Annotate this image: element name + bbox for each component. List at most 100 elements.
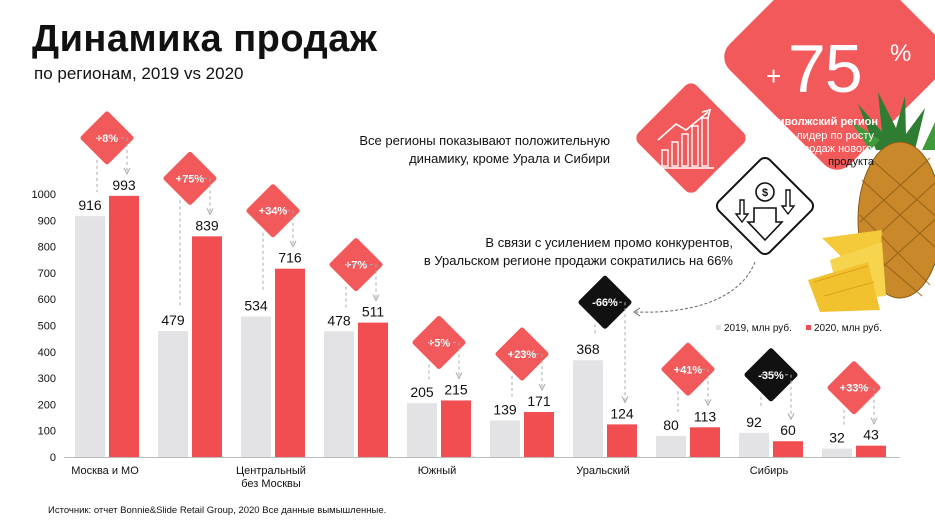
data-label-2020: 124 xyxy=(610,405,634,421)
change-badge xyxy=(80,111,134,165)
change-badge xyxy=(495,327,549,381)
y-tick-label: 500 xyxy=(38,321,56,333)
y-tick-label: 800 xyxy=(38,242,56,254)
badge-arrow-head xyxy=(123,167,131,175)
change-badge xyxy=(412,315,466,369)
badge-arrow-head xyxy=(372,294,380,302)
y-tick-label: 600 xyxy=(38,294,56,306)
change-badge-label: -66% xyxy=(592,297,618,309)
badge-connector xyxy=(595,301,626,401)
badge-arrow-head xyxy=(704,399,712,407)
legend-label-2020: 2020, млн руб. xyxy=(814,322,882,334)
data-label-2020: 839 xyxy=(195,217,219,233)
money-decline-icon: $ xyxy=(715,156,815,256)
y-tick-label: 400 xyxy=(38,347,56,359)
highlight-caption-3: продукта xyxy=(828,156,874,168)
change-badge-label: +7% xyxy=(345,260,368,272)
y-tick-label: 700 xyxy=(38,268,56,280)
highlight-caption-2: продаж нового xyxy=(797,143,872,155)
badge-connector xyxy=(180,177,211,213)
change-badge-label: +8% xyxy=(96,133,119,145)
source-note: Источник: отчет Bonnie&Slide Retail Grou… xyxy=(48,505,387,516)
bar-2020 xyxy=(275,268,305,457)
page-title: Динамика продаж xyxy=(32,18,378,60)
y-tick-label: 900 xyxy=(38,215,56,227)
highlight-percent: % xyxy=(890,40,912,67)
growth-chart-icon xyxy=(636,83,746,193)
data-label-2019: 534 xyxy=(244,298,268,314)
change-badge-label: +33% xyxy=(840,383,869,395)
badge-arrow-head xyxy=(787,412,795,421)
bar-2020 xyxy=(607,424,637,457)
growth-note-line-1: Все регионы показывают положительную xyxy=(359,133,610,148)
data-label-2020: 113 xyxy=(694,408,717,424)
data-label-2019: 205 xyxy=(410,384,434,400)
ural-note: В связи с усилением промо конкурентов, в… xyxy=(424,234,733,270)
change-badge-label: +75% xyxy=(176,173,205,185)
y-tick-label: 1000 xyxy=(32,189,56,201)
change-badge xyxy=(827,361,881,415)
badge-connector xyxy=(263,210,294,245)
highlight-sign: + xyxy=(766,61,782,91)
y-tick-label: 0 xyxy=(50,452,56,464)
badge-arrow-head xyxy=(621,396,629,404)
highlight-value: 75 xyxy=(788,31,863,107)
bar-2019 xyxy=(324,331,354,457)
data-label-2020: 43 xyxy=(863,427,879,443)
legend-swatch-2019 xyxy=(716,325,721,330)
badge-arrow-head xyxy=(538,383,546,392)
bar-2020 xyxy=(358,322,388,457)
badge-arrow-head xyxy=(870,417,878,425)
data-label-2019: 916 xyxy=(78,197,102,213)
legend-swatch-2020 xyxy=(806,325,811,330)
data-label-2019: 92 xyxy=(746,414,762,430)
y-tick-label: 100 xyxy=(38,426,56,438)
data-label-2019: 32 xyxy=(829,430,845,446)
highlight-text: + 75 % Приволжский регион – лидер по рос… xyxy=(740,28,920,178)
badge-connector xyxy=(761,374,792,418)
change-badge-label: +23% xyxy=(508,349,537,361)
badge-connector xyxy=(346,264,377,299)
data-label-2020: 993 xyxy=(112,177,136,193)
bar-2020 xyxy=(109,195,139,457)
bar-2020 xyxy=(192,236,222,457)
data-label-2019: 368 xyxy=(576,341,600,357)
bar-2019 xyxy=(75,216,105,457)
data-label-2020: 215 xyxy=(444,381,468,397)
data-label-2019: 479 xyxy=(161,312,185,328)
arrow-head xyxy=(633,307,641,317)
bar-2019 xyxy=(573,360,603,457)
page-subtitle: по регионам, 2019 vs 2020 xyxy=(34,64,244,83)
bar-2019 xyxy=(822,448,852,457)
badge-arrow-head xyxy=(206,208,214,216)
bar-2019 xyxy=(407,403,437,457)
y-tick-label: 300 xyxy=(38,373,56,385)
x-tick-label: Южный xyxy=(418,465,457,477)
highlight-caption-1: – лидер по росту xyxy=(787,130,874,142)
badge-connector xyxy=(512,353,543,389)
badge-arrow-head xyxy=(289,240,297,248)
change-badge xyxy=(163,151,217,205)
data-label-2019: 139 xyxy=(493,401,517,417)
change-badge-label: +41% xyxy=(674,364,703,376)
data-label-2020: 716 xyxy=(278,250,302,266)
change-badge xyxy=(744,348,798,402)
svg-text:$: $ xyxy=(762,187,768,199)
badge-connector xyxy=(844,387,875,422)
pineapple-image xyxy=(808,92,935,312)
data-label-2020: 511 xyxy=(362,304,385,320)
growth-note: Все регионы показывают положительную дин… xyxy=(359,132,610,168)
x-tick-label: Уральский xyxy=(576,465,629,477)
change-badge-label: +34% xyxy=(259,206,288,218)
change-badge xyxy=(661,342,715,396)
ural-note-line-1: В связи с усилением промо конкурентов, xyxy=(485,235,733,250)
bar-2019 xyxy=(241,316,271,457)
bar-2020 xyxy=(856,445,886,457)
data-label-2020: 171 xyxy=(527,393,551,409)
growth-note-line-2: динамику, кроме Урала и Сибири xyxy=(409,151,610,166)
data-label-2019: 80 xyxy=(663,417,679,433)
change-badge-label: -35% xyxy=(758,370,784,382)
badge-arrow-head xyxy=(455,372,463,380)
x-tick-label: Москва и МО xyxy=(71,465,139,477)
